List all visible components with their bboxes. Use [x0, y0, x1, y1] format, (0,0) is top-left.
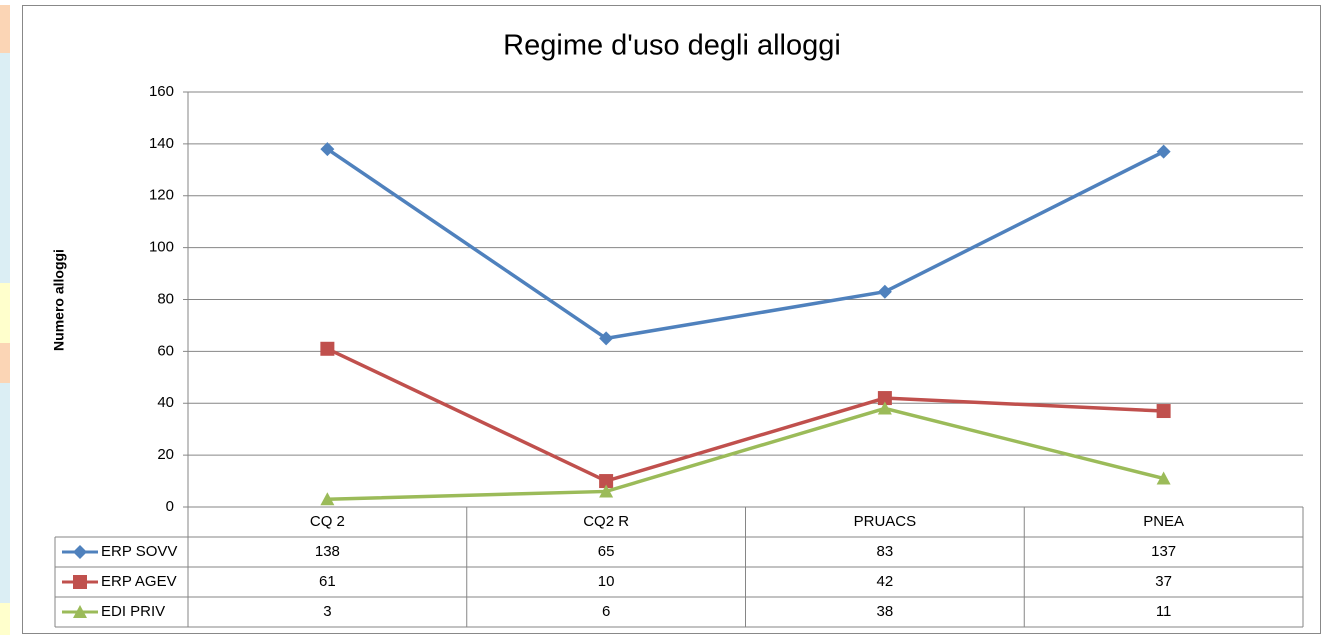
- data-point: [599, 484, 614, 498]
- sheet-cell: [0, 5, 10, 53]
- series-line: [326, 347, 1164, 483]
- legend-key-marker: [73, 605, 87, 618]
- y-tick-label: 20: [157, 446, 174, 463]
- sheet-cell: [0, 53, 10, 283]
- series-line: [327, 406, 1165, 501]
- y-tick-label: 160: [149, 83, 174, 100]
- table-value: 3: [323, 603, 331, 620]
- data-point: [599, 331, 614, 346]
- table-value: 10: [598, 573, 615, 590]
- sheet-cell: [0, 603, 10, 635]
- table-value: 38: [877, 603, 894, 620]
- table-value: 11: [1156, 603, 1172, 620]
- table-value: 6: [602, 603, 610, 620]
- legend-label: ERP SOVV: [101, 543, 177, 560]
- x-tick-label: CQ 2: [310, 513, 345, 530]
- y-tick-label: 120: [149, 187, 174, 204]
- data-point: [1156, 144, 1171, 159]
- sheet-cell: [0, 383, 10, 603]
- x-tick-label: CQ2 R: [583, 513, 629, 530]
- legend-label: EDI PRIV: [101, 603, 165, 620]
- x-tick-label: PNEA: [1143, 513, 1184, 530]
- table-value: 37: [1155, 573, 1172, 590]
- y-tick-label: 40: [157, 394, 174, 411]
- data-point: [1156, 471, 1171, 485]
- y-tick-label: 80: [157, 290, 174, 307]
- chart-title: Regime d'uso degli alloggi: [503, 30, 841, 62]
- legend-label: ERP AGEV: [101, 573, 177, 590]
- data-point: [320, 341, 335, 356]
- sheet-cell: [0, 283, 10, 343]
- data-point: [1156, 404, 1171, 419]
- data-point: [877, 391, 892, 406]
- series-line: [326, 147, 1165, 341]
- data-point: [320, 142, 335, 157]
- y-tick-label: 0: [166, 498, 174, 515]
- x-tick-label: PRUACS: [854, 513, 917, 530]
- table-value: 42: [877, 573, 894, 590]
- table-value: 61: [319, 573, 336, 590]
- data-point: [599, 474, 614, 489]
- y-tick-label: 100: [149, 239, 174, 256]
- table-value: 137: [1151, 543, 1176, 560]
- table-value: 83: [877, 543, 894, 560]
- table-value: 138: [315, 543, 340, 560]
- y-axis-label: Numero alloggi: [51, 249, 67, 351]
- table-value: 65: [598, 543, 615, 560]
- y-tick-label: 60: [157, 342, 174, 359]
- sheet-cell: [0, 343, 10, 383]
- legend-key-marker: [73, 575, 87, 589]
- legend-key-marker: [73, 545, 87, 559]
- y-tick-label: 140: [149, 135, 174, 152]
- chart-area: [22, 5, 1321, 634]
- data-point: [877, 284, 892, 299]
- data-point: [877, 401, 892, 415]
- data-point: [320, 492, 335, 506]
